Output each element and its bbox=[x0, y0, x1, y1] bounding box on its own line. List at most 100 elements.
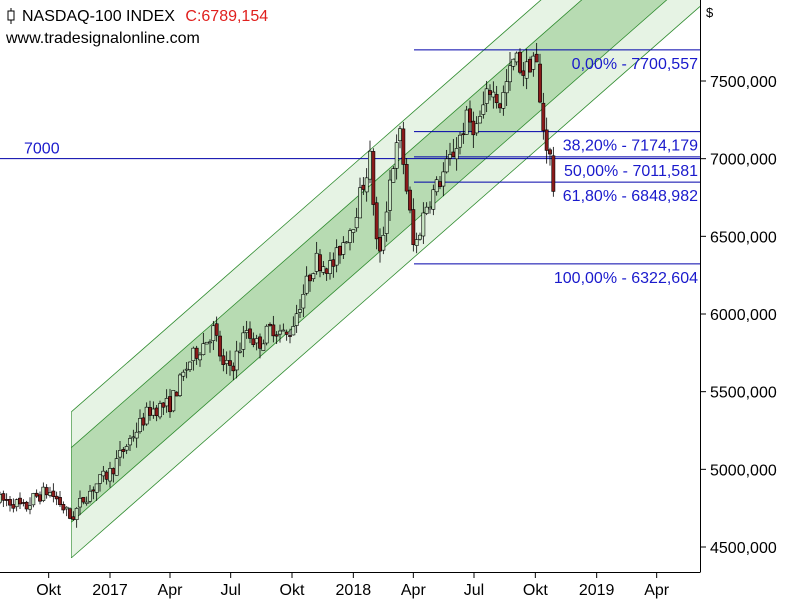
hline-7000-label: 7000 bbox=[24, 141, 60, 158]
candle-0 bbox=[0, 491, 2, 505]
candle-body-29 bbox=[94, 483, 99, 493]
candle-body-70 bbox=[231, 365, 236, 372]
candle-87 bbox=[288, 328, 292, 344]
candle-body-138 bbox=[458, 134, 462, 148]
candle-body-109 bbox=[361, 184, 366, 190]
candle-body-92 bbox=[304, 275, 309, 294]
source-url: www.tradesignalonline.com bbox=[5, 30, 200, 47]
candle-body-65 bbox=[214, 323, 219, 336]
candle-body-130 bbox=[431, 189, 436, 210]
candle-body-68 bbox=[224, 360, 229, 364]
x-tick-label-9: 2019 bbox=[579, 582, 615, 599]
candle-body-99 bbox=[328, 260, 332, 274]
candle-19 bbox=[61, 501, 66, 514]
candle-body-60 bbox=[198, 354, 202, 361]
candle-body-27 bbox=[88, 490, 92, 502]
title-icon[interactable] bbox=[7, 8, 15, 24]
candle-126 bbox=[418, 232, 422, 241]
candle-body-141 bbox=[468, 108, 472, 123]
candle-body-42 bbox=[138, 418, 142, 433]
candle-88 bbox=[291, 316, 296, 336]
candle-152 bbox=[504, 69, 509, 106]
candle-body-163 bbox=[541, 102, 546, 131]
candle-body-111 bbox=[368, 150, 372, 180]
candle-35 bbox=[114, 450, 119, 476]
channel-outer-band bbox=[71, 0, 700, 558]
candle-body-9 bbox=[28, 505, 32, 510]
candle-body-95 bbox=[314, 252, 319, 272]
candle-body-16 bbox=[51, 490, 56, 497]
candle-body-116 bbox=[384, 211, 389, 234]
candle-body-66 bbox=[218, 335, 222, 357]
candle-body-146 bbox=[484, 88, 489, 104]
candle-body-40 bbox=[131, 436, 136, 439]
candle-body-128 bbox=[424, 206, 429, 214]
candle-79 bbox=[261, 339, 266, 351]
candle-body-151 bbox=[501, 92, 506, 109]
candle-body-45 bbox=[148, 407, 152, 416]
candle-body-101 bbox=[334, 247, 339, 266]
candle-body-54 bbox=[178, 374, 182, 396]
candle-92 bbox=[304, 266, 309, 296]
candle-73 bbox=[241, 325, 246, 358]
candle-body-35 bbox=[114, 458, 119, 476]
x-tick-label-2: Apr bbox=[158, 582, 184, 599]
candle-71 bbox=[234, 340, 239, 379]
candle-117 bbox=[388, 169, 392, 221]
candle-90 bbox=[298, 299, 302, 319]
candle-80 bbox=[264, 324, 269, 346]
x-tick-label-10: Apr bbox=[644, 582, 670, 599]
candle-body-107 bbox=[354, 217, 359, 229]
candle-body-8 bbox=[24, 501, 29, 510]
candle-84 bbox=[278, 324, 282, 343]
candle-body-160 bbox=[531, 55, 536, 70]
candle-body-133 bbox=[441, 171, 446, 187]
candle-body-59 bbox=[194, 347, 199, 359]
candle-165 bbox=[548, 147, 552, 166]
candle-body-98 bbox=[324, 268, 329, 274]
candle-body-105 bbox=[348, 230, 352, 243]
candle-10 bbox=[31, 492, 36, 508]
candle-5 bbox=[14, 498, 19, 512]
candle-160 bbox=[531, 52, 536, 77]
candle-83 bbox=[274, 331, 279, 345]
candle-body-157 bbox=[521, 70, 526, 76]
candle-body-106 bbox=[351, 229, 356, 233]
candle-69 bbox=[228, 350, 232, 376]
candle-body-89 bbox=[294, 313, 299, 326]
candle-body-129 bbox=[428, 206, 432, 210]
candle-140 bbox=[464, 105, 469, 135]
candle-body-63 bbox=[208, 341, 212, 344]
candle-141 bbox=[468, 100, 472, 132]
candle-75 bbox=[248, 321, 252, 344]
candle-body-57 bbox=[188, 361, 192, 370]
candle-86 bbox=[284, 329, 289, 341]
candle-body-148 bbox=[491, 91, 496, 98]
channel-line-1 bbox=[71, 0, 542, 413]
candle-body-90 bbox=[298, 309, 302, 313]
candle-65 bbox=[214, 316, 219, 342]
y-tick-label-5: 7000,000 bbox=[710, 152, 777, 169]
candle-137 bbox=[454, 137, 459, 171]
chart-title: NASDAQ-100 INDEX bbox=[22, 8, 175, 25]
y-tick-label-3: 6000,000 bbox=[710, 307, 777, 324]
candle-96 bbox=[318, 249, 322, 278]
candle-body-158 bbox=[524, 61, 529, 79]
candle-body-33 bbox=[108, 468, 112, 482]
candle-body-102 bbox=[338, 246, 342, 256]
candle-48 bbox=[158, 400, 162, 420]
candle-26 bbox=[84, 496, 89, 506]
candle-128 bbox=[424, 202, 429, 216]
candle-145 bbox=[481, 91, 486, 119]
candle-119 bbox=[394, 134, 399, 180]
candle-body-46 bbox=[151, 408, 156, 416]
candle-body-13 bbox=[41, 486, 46, 501]
candle-body-44 bbox=[144, 406, 149, 425]
candle-body-87 bbox=[288, 335, 292, 337]
candle-body-11 bbox=[34, 492, 39, 497]
candle-57 bbox=[188, 361, 192, 373]
candle-121 bbox=[401, 121, 406, 175]
candle-body-25 bbox=[81, 497, 86, 503]
candle-body-115 bbox=[381, 235, 386, 251]
candle-body-139 bbox=[461, 133, 466, 136]
